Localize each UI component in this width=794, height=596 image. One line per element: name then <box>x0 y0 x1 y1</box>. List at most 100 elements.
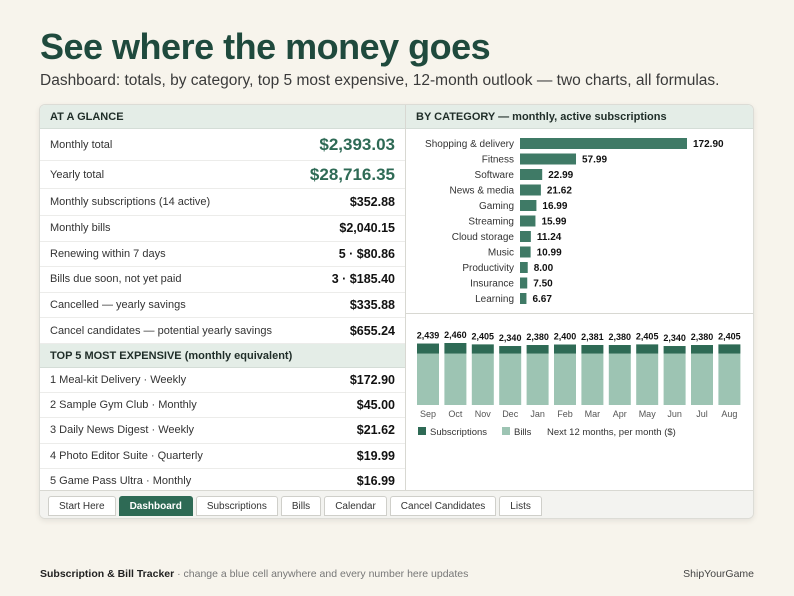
top5-row-label: 2 Sample Gym Club · Monthly <box>50 399 197 412</box>
tab-lists[interactable]: Lists <box>499 496 542 516</box>
category-bar <box>520 231 531 242</box>
top5-heading: TOP 5 MOST EXPENSIVE (monthly equivalent… <box>40 343 405 368</box>
month-total-label: 2,340 <box>499 333 522 343</box>
monthly-chart: 2,439 Sep 2,460 Oct 2,405 Nov 2,340 Dec 2,380 Jan… <box>417 330 741 438</box>
month-label: Mar <box>585 409 601 419</box>
bills-bar <box>581 353 604 405</box>
month-label: Dec <box>502 409 519 419</box>
bills-bar <box>499 353 522 405</box>
month-total-label: 2,405 <box>636 331 659 341</box>
category-value-label: 57.99 <box>582 155 607 166</box>
right-panel: BY CATEGORY — monthly, active subscripti… <box>406 105 753 490</box>
category-bar <box>520 293 527 304</box>
month-label: Jan <box>530 409 545 419</box>
top5-row-value: $19.99 <box>356 448 395 463</box>
glance-row-label: Monthly total <box>50 138 113 151</box>
dashboard-sheet: AT A GLANCE Monthly total $2,393.03 Yearly… <box>39 104 754 519</box>
category-label: Streaming <box>468 217 514 228</box>
month-total-label: 2,380 <box>691 332 714 342</box>
subscriptions-bar <box>608 345 631 354</box>
tab-subscriptions[interactable]: Subscriptions <box>195 496 278 516</box>
month-label: Aug <box>721 409 737 419</box>
tab-dashboard[interactable]: Dashboard <box>118 496 193 516</box>
left-panel: AT A GLANCE Monthly total $2,393.03 Yearly… <box>40 105 406 494</box>
bills-bar <box>444 353 467 405</box>
category-bar <box>520 262 528 273</box>
glance-row-label: Yearly total <box>50 168 105 181</box>
subscriptions-bar <box>636 344 659 354</box>
tab-bills[interactable]: Bills <box>280 496 322 516</box>
category-chart: Shopping & delivery 172.90 Fitness 57.99 Sof… <box>425 138 724 305</box>
glance-row-label: Cancel candidates — potential yearly sav… <box>50 324 272 337</box>
glance-row: Cancelled — yearly savings $335.88 <box>40 293 405 319</box>
bills-bar <box>608 353 631 405</box>
subscriptions-bar <box>471 344 494 354</box>
glance-row-label: Cancelled — yearly savings <box>50 299 186 312</box>
month-label: Jul <box>696 409 708 419</box>
bills-bar <box>526 353 549 405</box>
month-label: Sep <box>420 409 436 419</box>
top5-table: 1 Meal-kit Delivery · Weekly $172.90 2 Sam… <box>40 368 405 494</box>
bills-bar <box>636 353 659 405</box>
footer-note: · change a blue cell anywhere and every … <box>174 568 469 580</box>
month-total-label: 2,439 <box>417 331 440 341</box>
month-total-label: 2,380 <box>609 332 632 342</box>
month-label: May <box>639 409 657 419</box>
glance-row-value: $352.88 <box>349 195 395 209</box>
category-label: Shopping & delivery <box>425 139 514 150</box>
legend-label-bills: Bills <box>514 427 532 438</box>
glance-row-label: Monthly subscriptions (14 active) <box>50 196 211 208</box>
category-label: Cloud storage <box>452 232 515 243</box>
category-label: Productivity <box>462 263 514 274</box>
top5-row: 3 Daily News Digest · Weekly $21.62 <box>40 418 405 444</box>
glance-row: Monthly total $2,393.03 <box>40 129 405 161</box>
top5-row-label: 4 Photo Editor Suite · Quarterly <box>50 449 203 462</box>
glance-row: Renewing within 7 days 5 · $80.86 <box>40 242 405 268</box>
monthly-chart-area: 2,439 Sep 2,460 Oct 2,405 Nov 2,340 Dec 2,380 Jan… <box>406 315 753 490</box>
top5-row: 4 Photo Editor Suite · Quarterly $19.99 <box>40 444 405 469</box>
page-subtitle: Dashboard: totals, by category, top 5 mo… <box>40 72 720 89</box>
glance-row-value: 5 · $80.86 <box>338 246 395 261</box>
category-value-label: 15.99 <box>541 217 566 228</box>
category-bar <box>520 246 531 258</box>
category-value-label: 7.50 <box>533 279 553 290</box>
subscriptions-bar <box>526 345 549 354</box>
top5-row-value: $172.90 <box>349 373 395 388</box>
footer-credit: ShipYourGame <box>683 568 754 580</box>
legend-swatch-bills <box>502 427 510 435</box>
bills-bar <box>663 353 686 405</box>
tab-calendar[interactable]: Calendar <box>324 496 387 516</box>
tab-cancel-candidates[interactable]: Cancel Candidates <box>389 496 497 516</box>
category-value-label: 8.00 <box>534 263 554 274</box>
category-value-label: 16.99 <box>542 201 567 212</box>
glance-heading: AT A GLANCE <box>40 105 405 129</box>
top5-row-value: $45.00 <box>356 398 395 413</box>
subscriptions-bar <box>554 344 576 354</box>
month-label: Nov <box>475 409 492 419</box>
month-total-label: 2,400 <box>554 332 577 342</box>
bills-bar <box>691 353 713 405</box>
category-bar <box>520 277 528 289</box>
category-heading: BY CATEGORY — monthly, active subscripti… <box>406 105 753 129</box>
category-value-label: 22.99 <box>548 170 573 181</box>
month-total-label: 2,405 <box>472 331 495 341</box>
bills-bar <box>554 353 576 405</box>
glance-row-value: $335.88 <box>349 298 395 313</box>
category-bar <box>520 215 536 227</box>
category-bar <box>520 200 537 211</box>
glance-row-value: $28,716.35 <box>309 164 395 184</box>
footer-left: Subscription & Bill Tracker · change a b… <box>40 568 468 580</box>
category-label: Fitness <box>482 155 514 166</box>
glance-row-label: Bills due soon, not yet paid <box>50 273 182 286</box>
subscriptions-bar <box>581 344 604 354</box>
category-value-label: 21.62 <box>547 186 572 197</box>
category-label: Software <box>475 170 515 181</box>
glance-table: Monthly total $2,393.03 Yearly total $28,71… <box>40 129 405 344</box>
sheet-tab-bar: Start Here Dashboard Subscriptions Bills Cal… <box>40 490 753 518</box>
legend-label-subscriptions: Subscriptions <box>430 427 487 438</box>
category-label: Gaming <box>479 201 514 212</box>
tab-start-here[interactable]: Start Here <box>48 496 116 516</box>
top5-row-value: $16.99 <box>356 473 395 488</box>
glance-row: Cancel candidates — potential yearly sav… <box>40 318 405 344</box>
month-label: Apr <box>613 409 627 419</box>
